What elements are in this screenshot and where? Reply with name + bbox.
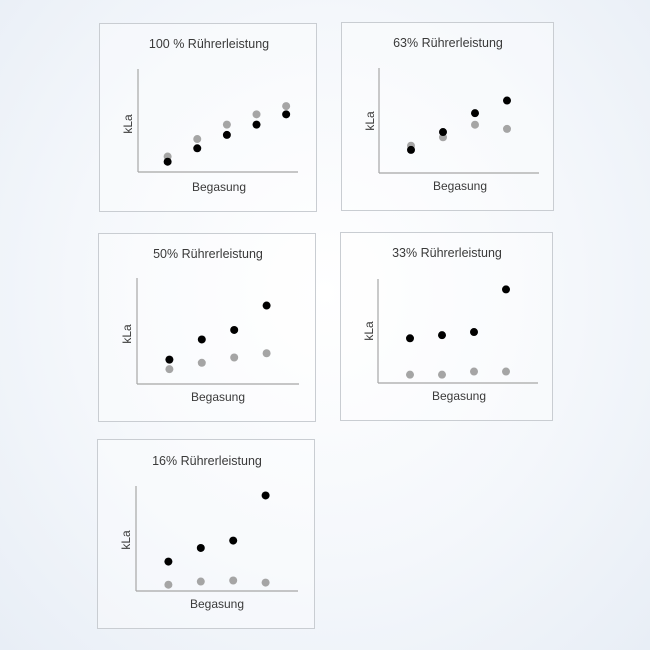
data-point-series-2 bbox=[252, 120, 261, 129]
chart-svg: 50% Rührerleistung kLa Begasung bbox=[120, 247, 299, 404]
data-point-series-1 bbox=[502, 367, 510, 376]
data-point-series-2 bbox=[406, 334, 414, 343]
chart-panel-16: 16% Rührerleistung kLa Begasung bbox=[97, 439, 315, 629]
y-axis-label: kLa bbox=[362, 321, 376, 341]
data-point-series-2 bbox=[470, 328, 478, 337]
chart-title: 100 % Rührerleistung bbox=[149, 37, 269, 51]
data-point-series-2 bbox=[439, 128, 447, 137]
data-point-series-2 bbox=[261, 491, 270, 500]
data-point-series-1 bbox=[470, 367, 478, 376]
chart-svg: 63% Rührerleistung kLa Begasung bbox=[363, 36, 539, 193]
data-point-series-2 bbox=[164, 557, 173, 566]
chart-svg: 16% Rührerleistung kLa Begasung bbox=[119, 454, 298, 611]
x-axis-label: Begasung bbox=[192, 180, 246, 194]
x-axis-label: Begasung bbox=[433, 179, 487, 193]
data-point-series-2 bbox=[502, 285, 510, 294]
data-point-series-2 bbox=[196, 543, 205, 552]
chart-panel-63: 63% Rührerleistung kLa Begasung bbox=[341, 22, 554, 211]
chart-svg: 100 % Rührerleistung kLa Begasung bbox=[121, 37, 298, 194]
data-point-series-2 bbox=[193, 144, 202, 153]
data-point-series-1 bbox=[503, 124, 511, 133]
chart-panel-33: 33% Rührerleistung kLa Begasung bbox=[340, 232, 553, 421]
chart-panel-50: 50% Rührerleistung kLa Begasung bbox=[98, 233, 316, 422]
x-axis-label: Begasung bbox=[190, 597, 244, 611]
y-axis-label: kLa bbox=[119, 530, 133, 550]
chart-title: 63% Rührerleistung bbox=[393, 36, 503, 50]
data-point-series-1 bbox=[252, 110, 261, 119]
x-axis-label: Begasung bbox=[191, 390, 245, 404]
data-point-series-2 bbox=[197, 335, 206, 344]
chart-panel-100: 100 % Rührerleistung kLa Begasung bbox=[99, 23, 317, 212]
data-point-series-1 bbox=[197, 358, 206, 367]
chart-svg: 33% Rührerleistung kLa Begasung bbox=[362, 246, 538, 403]
data-point-series-1 bbox=[261, 578, 270, 587]
data-point-series-2 bbox=[230, 325, 239, 334]
data-point-series-2 bbox=[165, 355, 174, 364]
data-point-series-1 bbox=[222, 120, 231, 129]
data-point-series-2 bbox=[503, 96, 511, 105]
data-point-series-1 bbox=[229, 576, 238, 585]
data-point-series-2 bbox=[438, 331, 446, 340]
data-point-series-1 bbox=[196, 577, 205, 586]
data-point-series-1 bbox=[230, 353, 239, 362]
data-point-series-1 bbox=[406, 370, 414, 379]
data-point-series-2 bbox=[229, 536, 238, 545]
data-point-series-1 bbox=[262, 349, 271, 358]
y-axis-label: kLa bbox=[121, 114, 135, 134]
data-point-series-2 bbox=[407, 145, 415, 154]
data-point-series-1 bbox=[193, 135, 202, 144]
data-point-series-2 bbox=[282, 110, 291, 119]
data-point-series-2 bbox=[471, 109, 479, 118]
chart-title: 33% Rührerleistung bbox=[392, 246, 502, 260]
data-point-series-1 bbox=[282, 102, 291, 111]
chart-title: 16% Rührerleistung bbox=[152, 454, 262, 468]
data-point-series-1 bbox=[164, 580, 173, 589]
data-point-series-2 bbox=[222, 130, 231, 139]
x-axis-label: Begasung bbox=[432, 389, 486, 403]
data-point-series-1 bbox=[438, 370, 446, 379]
data-point-series-1 bbox=[471, 120, 479, 129]
data-point-series-1 bbox=[165, 365, 174, 374]
chart-title: 50% Rührerleistung bbox=[153, 247, 263, 261]
y-axis-label: kLa bbox=[363, 111, 377, 131]
data-point-series-2 bbox=[163, 157, 172, 166]
data-point-series-2 bbox=[262, 301, 271, 310]
y-axis-label: kLa bbox=[120, 324, 134, 344]
